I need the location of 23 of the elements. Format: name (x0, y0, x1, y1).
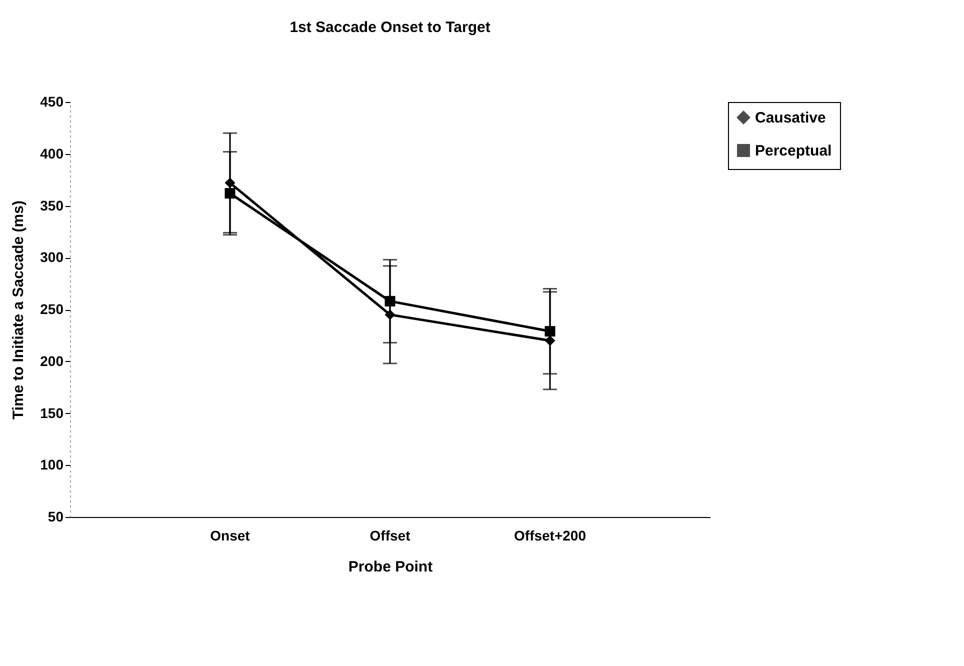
y-axis-title: Time to Initiate a Saccade (ms) (10, 200, 28, 420)
point (384, 296, 396, 306)
y-tick-label: 350 (40, 197, 64, 214)
legend-label: Perceptual (755, 142, 832, 160)
y-tick-label: 250 (40, 301, 64, 317)
x-tick-label: Offset (370, 528, 411, 544)
y-tick-label: 400 (40, 145, 64, 162)
y-tick-label: 50 (48, 508, 64, 524)
point (224, 188, 236, 199)
y-tick-label: 150 (40, 404, 64, 421)
point (224, 178, 236, 188)
x-tick-label: Onset (210, 528, 250, 544)
x-tick-label: Offset+200 (514, 528, 586, 544)
point (544, 326, 556, 337)
point (544, 335, 556, 346)
chart-title: 1st Saccade Onset to Target (290, 19, 490, 36)
x-axis-title: Probe Point (348, 558, 433, 576)
y-tick-label: 450 (40, 94, 64, 110)
legend-label: Causative (755, 110, 826, 126)
point (384, 309, 396, 320)
y-tick-label: 300 (40, 249, 64, 266)
y-tick-label: 200 (40, 352, 64, 369)
y-tick-label: 100 (40, 456, 64, 473)
